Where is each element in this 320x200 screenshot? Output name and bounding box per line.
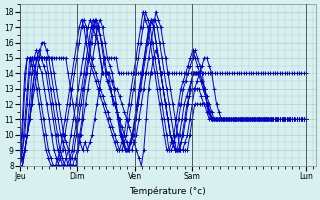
X-axis label: Température (°c): Température (°c) [130,186,206,196]
